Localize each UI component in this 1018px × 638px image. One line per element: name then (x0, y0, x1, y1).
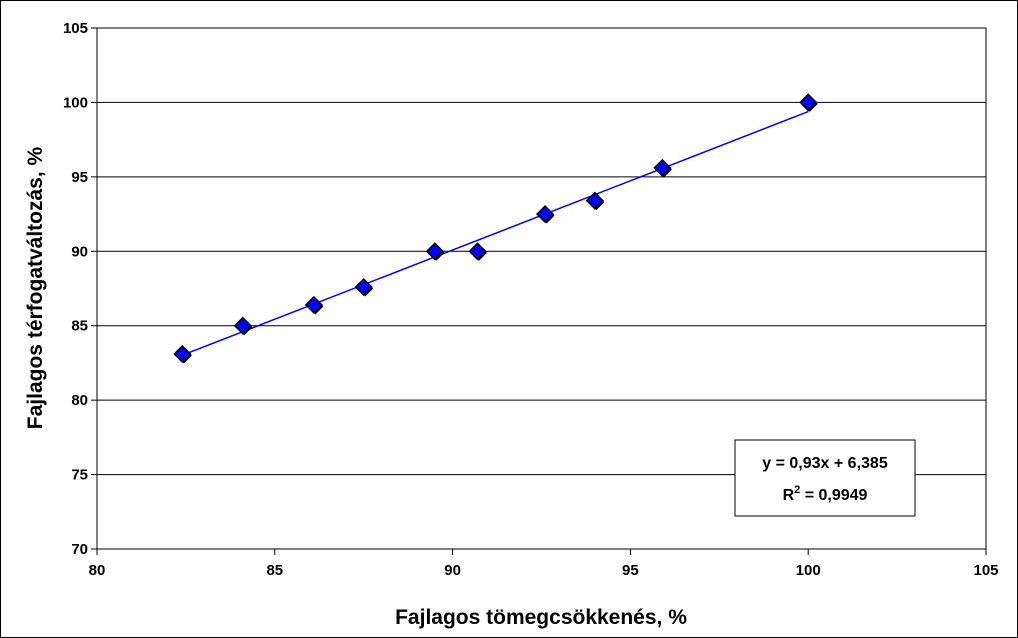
data-point (425, 242, 444, 261)
y-tick-label-85: 85 (71, 318, 88, 335)
r-squared-value: = 0,9949 (800, 487, 867, 504)
data-point (535, 205, 555, 224)
equation-box: y = 0,93x + 6,385 R2 = 0,9949 (734, 439, 916, 517)
data-point (585, 191, 604, 210)
r-squared-symbol: R (783, 487, 795, 504)
y-tick-label-100: 100 (63, 94, 88, 111)
x-tick-label-100: 100 (796, 562, 821, 579)
r-squared-superscript: 2 (794, 484, 800, 496)
x-tick-label-95: 95 (622, 562, 639, 579)
trendline-equation: y = 0,93x + 6,385 (762, 455, 888, 472)
data-point (354, 277, 373, 297)
x-tick-label-80: 80 (89, 562, 106, 579)
y-tick-label-95: 95 (71, 169, 88, 186)
trendline (182, 110, 809, 356)
data-point (653, 158, 672, 177)
x-tick-label-85: 85 (266, 562, 283, 579)
y-tick-label-70: 70 (71, 541, 88, 558)
data-point (468, 242, 487, 261)
x-tick-label-105: 105 (973, 562, 998, 579)
data-point (799, 93, 818, 112)
y-tick-label-75: 75 (71, 467, 88, 484)
y-axis: 70 75 80 85 90 95 100 105 (63, 20, 98, 558)
data-point (233, 316, 252, 335)
equation-box-border (734, 439, 916, 517)
data-points (173, 93, 818, 364)
grid-lines (97, 101, 986, 476)
r-squared-label: R2 = 0,9949 (783, 484, 868, 504)
y-axis-title: Fajlagos térfogatváltozás, % (24, 146, 47, 429)
x-axis-title: Fajlagos tömegcsökkenés, % (395, 606, 687, 629)
data-point (173, 344, 192, 364)
y-tick-label-90: 90 (71, 243, 88, 260)
x-tick-label-90: 90 (444, 562, 461, 579)
y-tick-label-80: 80 (71, 392, 88, 409)
data-point (304, 295, 323, 314)
x-axis: 80 85 90 95 100 105 (89, 548, 999, 579)
y-tick-label-105: 105 (63, 20, 88, 37)
